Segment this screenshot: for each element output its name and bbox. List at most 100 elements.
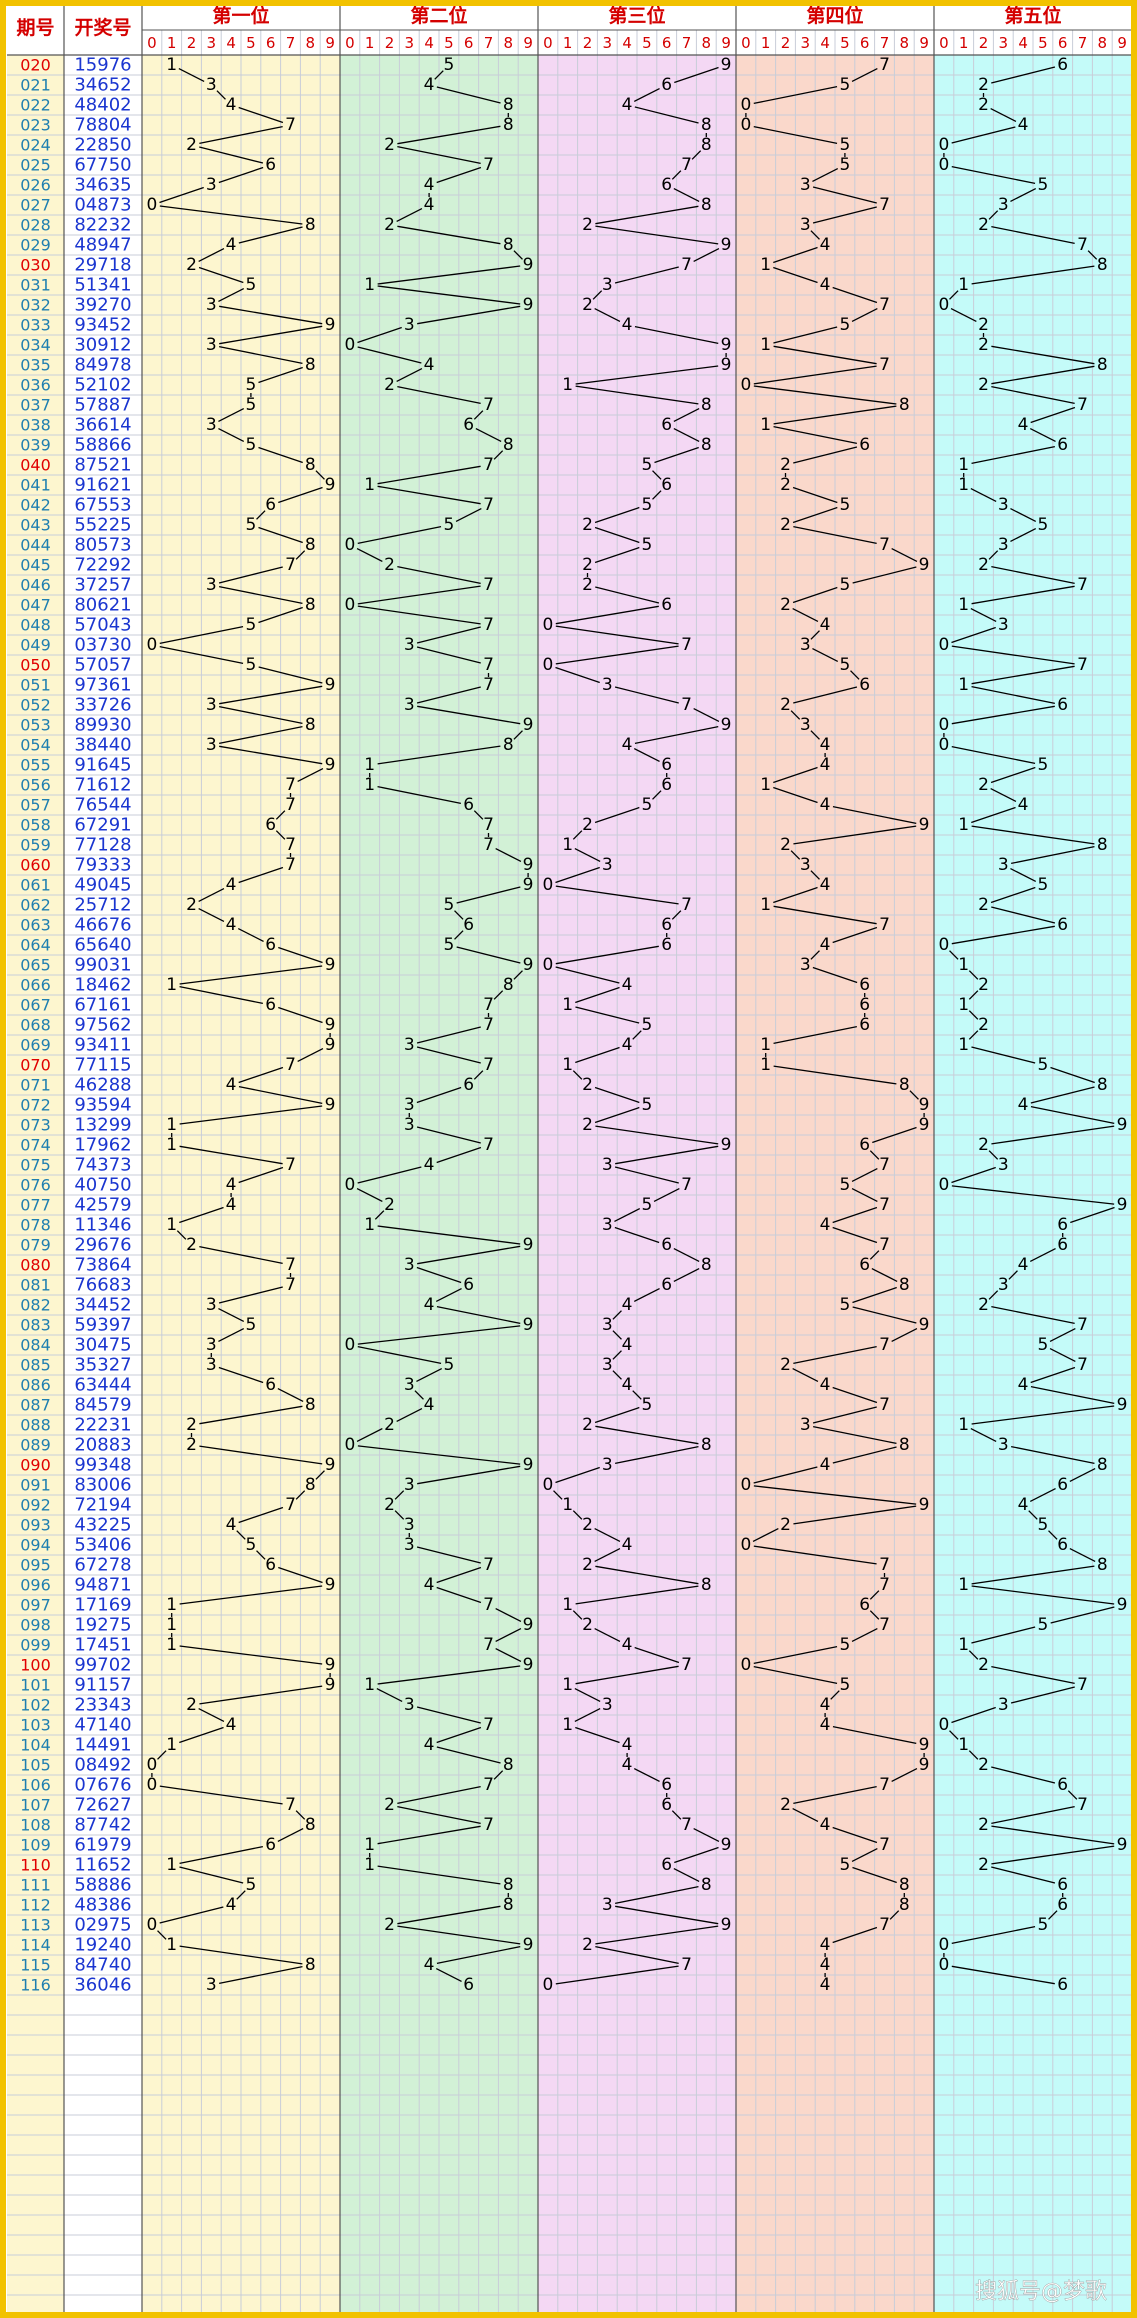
trend-line [594, 506, 640, 524]
trend-line [891, 1768, 918, 1782]
digit: 2 [582, 1415, 593, 1435]
digit: 6 [661, 935, 672, 955]
digit: 1 [166, 1855, 177, 1875]
period: 097 [20, 1596, 51, 1615]
digit-header: 7 [1078, 34, 1088, 52]
digit: 2 [582, 1115, 593, 1135]
digit: 1 [562, 1675, 573, 1695]
trend-line [256, 510, 266, 520]
trend-line [219, 345, 303, 365]
draw-number: 19275 [74, 1615, 131, 1636]
trend-line [612, 1370, 622, 1380]
digit: 0 [938, 135, 949, 155]
digit: 4 [622, 1635, 633, 1655]
trend-line [773, 266, 818, 284]
trend-line [951, 705, 1055, 725]
digit: 1 [562, 1715, 573, 1735]
trend-line [179, 1945, 303, 1965]
period: 100 [20, 1656, 51, 1675]
digit: 1 [958, 595, 969, 615]
digit: 9 [721, 335, 732, 355]
digit: 6 [1057, 1775, 1068, 1795]
trend-line [275, 810, 286, 820]
trend-line [436, 166, 482, 184]
digit: 7 [285, 775, 296, 795]
digit: 8 [305, 1395, 316, 1415]
period: 090 [20, 1456, 51, 1475]
draw-number: 83006 [74, 1475, 131, 1496]
trend-line [792, 608, 819, 622]
period: 036 [20, 376, 51, 395]
digit: 9 [721, 1135, 732, 1155]
digit: 6 [859, 675, 870, 695]
draw-number: 48402 [74, 95, 131, 116]
period-col-bg [7, 55, 64, 2312]
digit: 1 [958, 455, 969, 475]
trend-line [396, 1408, 423, 1422]
trend-line [990, 886, 1036, 904]
digit: 1 [958, 1035, 969, 1055]
digit: 9 [919, 1115, 930, 1135]
trend-line [654, 446, 699, 464]
trend-line [315, 1470, 325, 1480]
trend-line [951, 1706, 996, 1724]
digit: 2 [384, 1795, 395, 1815]
trend-line [612, 1330, 622, 1340]
digit: 6 [1057, 1875, 1068, 1895]
digit: 6 [661, 1275, 672, 1295]
period: 112 [20, 1896, 51, 1915]
digit: 2 [384, 1195, 395, 1215]
trend-line [473, 810, 484, 820]
digit: 8 [503, 115, 514, 135]
period: 071 [20, 1076, 51, 1095]
digit: 0 [344, 595, 355, 615]
draw-number: 36046 [74, 1975, 131, 1996]
trend-line [1030, 1086, 1095, 1104]
digit: 4 [424, 1395, 435, 1415]
trend-line [199, 146, 264, 164]
draw-number: 46676 [74, 915, 131, 936]
digit: 7 [285, 1495, 296, 1515]
period: 082 [20, 1296, 51, 1315]
trend-line [357, 346, 422, 364]
digit: 5 [245, 615, 256, 635]
digit: 8 [503, 95, 514, 115]
trend-line [634, 106, 699, 124]
digit: 3 [206, 335, 217, 355]
period: 032 [20, 296, 51, 315]
trend-line [218, 1308, 245, 1322]
digit: 6 [859, 1255, 870, 1275]
digit: 5 [839, 655, 850, 675]
digit-header: 1 [959, 34, 969, 52]
trend-line [237, 928, 264, 942]
period: 091 [20, 1476, 51, 1495]
period: 035 [20, 356, 51, 375]
trend-line [356, 1428, 383, 1442]
digit: 8 [305, 595, 316, 615]
trend-line [595, 1925, 719, 1945]
trend-line [851, 1628, 878, 1642]
digit: 4 [820, 735, 831, 755]
digit: 2 [978, 975, 989, 995]
trend-line [1030, 1385, 1115, 1405]
digit: 9 [721, 355, 732, 375]
digit: 8 [305, 535, 316, 555]
digit: 6 [265, 815, 276, 835]
trend-line [1011, 1445, 1095, 1465]
trend-line [295, 1490, 306, 1500]
draw-col-bg [64, 55, 142, 2312]
digit: 7 [483, 1595, 494, 1615]
trend-line [851, 68, 878, 82]
trend-line [199, 1245, 283, 1265]
digit: 3 [800, 715, 811, 735]
trend-line [673, 188, 700, 202]
trend-line [374, 1210, 385, 1220]
trend-line [691, 150, 702, 160]
trend-line [199, 1405, 303, 1425]
digit: 5 [641, 495, 652, 515]
digit: 2 [582, 215, 593, 235]
digit: 5 [245, 395, 256, 415]
trend-line [851, 1188, 878, 1202]
period: 072 [20, 1096, 51, 1115]
trend-line [851, 1848, 878, 1862]
